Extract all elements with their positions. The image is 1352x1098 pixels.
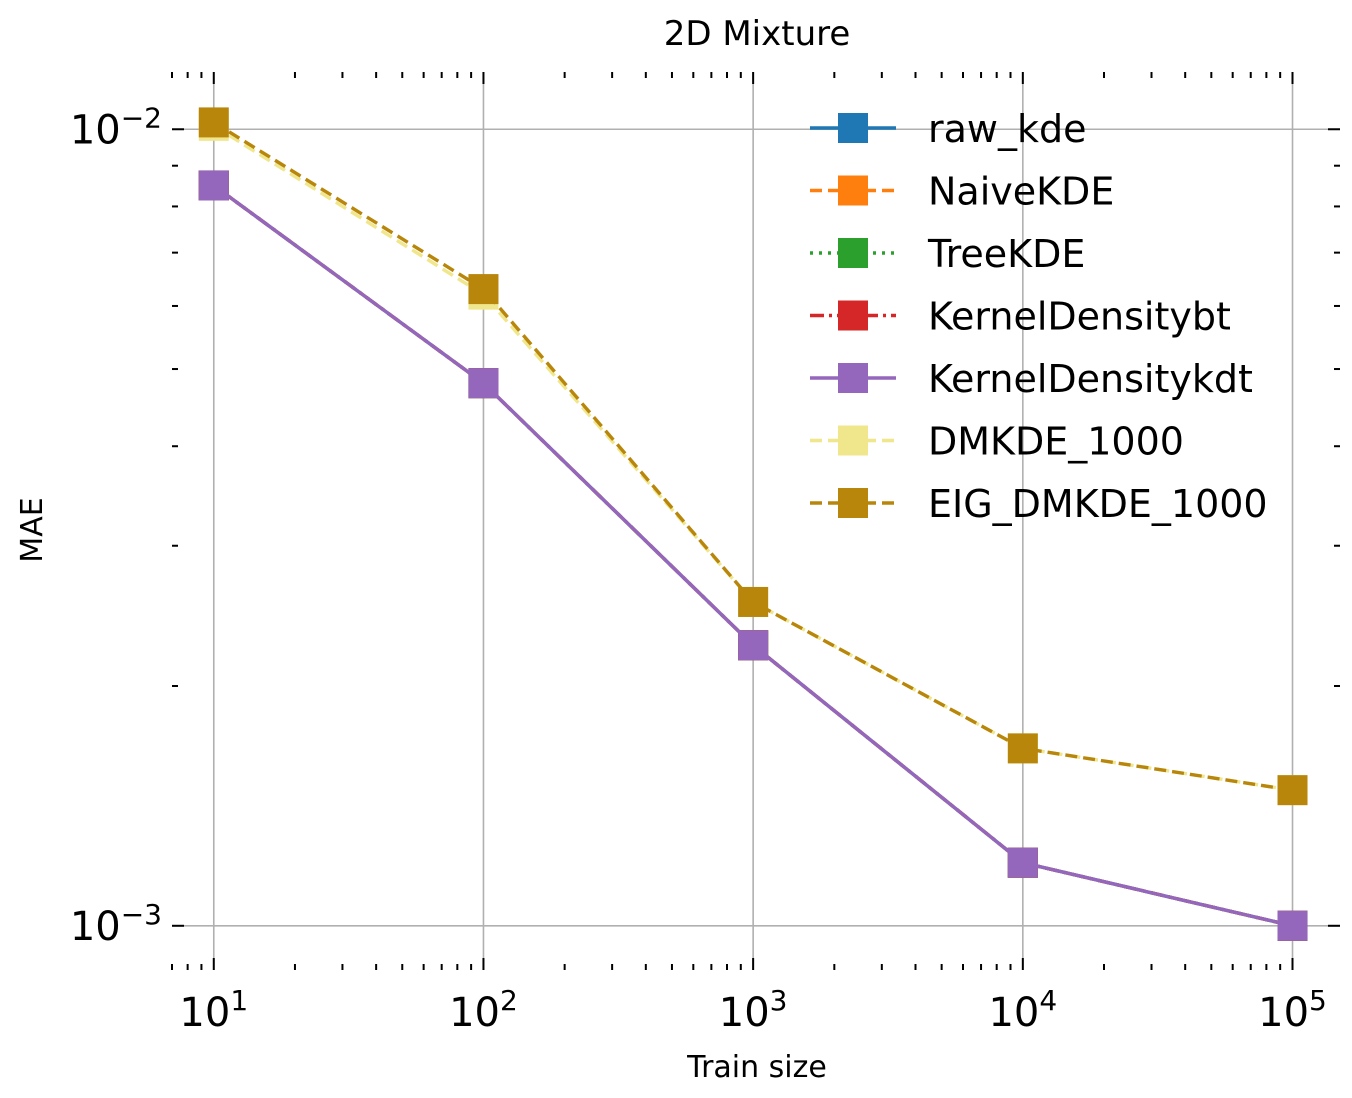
chart-title: 2D Mixture [664, 14, 851, 54]
legend-item: EIG_DMKDE_1000 [810, 482, 1268, 526]
legend-item: DMKDE_1000 [810, 420, 1184, 464]
legend-item: TreeKDE [810, 232, 1085, 276]
series-KernelDensitykdt [198, 170, 1308, 941]
x-tick-label: 104 [988, 984, 1057, 1036]
data-point [1007, 733, 1038, 764]
legend-label: KernelDensitybt [928, 295, 1231, 339]
legend-label: NaiveKDE [928, 170, 1114, 214]
x-tick-label: 101 [179, 984, 248, 1036]
y-tick-label: 10−2 [70, 101, 162, 153]
data-point [738, 586, 769, 617]
legend: raw_kde NaiveKDE TreeKDE KernelDensitybt Ker… [810, 107, 1268, 526]
legend-marker [838, 488, 868, 518]
data-point [1277, 775, 1308, 806]
x-tick-label: 103 [719, 984, 788, 1036]
x-tick-label: 102 [449, 984, 518, 1036]
data-point [738, 630, 769, 661]
data-point [468, 368, 499, 399]
legend-marker [838, 363, 868, 393]
legend-item: NaiveKDE [810, 170, 1114, 214]
legend-label: raw_kde [928, 107, 1087, 151]
axis-ticks: 101 102 103 104 105 10−2 10−3 [70, 72, 1340, 1036]
series-EIG_DMKDE_1000 [198, 107, 1308, 806]
data-point [468, 274, 499, 305]
legend-label: DMKDE_1000 [928, 420, 1184, 464]
legend-item: KernelDensitybt [810, 295, 1231, 339]
legend-marker [838, 113, 868, 143]
x-axis-label: Train size [686, 1050, 827, 1085]
legend-marker [838, 238, 868, 268]
y-axis-label: MAE [15, 497, 50, 562]
data-point [1007, 847, 1038, 878]
grid-lines [172, 72, 1340, 970]
legend-item: raw_kde [810, 107, 1087, 151]
legend-label: KernelDensitykdt [928, 357, 1253, 401]
legend-label: EIG_DMKDE_1000 [928, 482, 1268, 526]
plot-series [198, 107, 1308, 941]
legend-item: KernelDensitykdt [810, 357, 1253, 401]
x-tick-label: 105 [1258, 984, 1327, 1036]
data-point [198, 107, 229, 138]
legend-label: TreeKDE [927, 232, 1085, 276]
y-tick-label: 10−3 [70, 898, 162, 950]
legend-marker [838, 425, 868, 456]
data-point [1277, 910, 1308, 941]
legend-marker [838, 175, 868, 206]
data-point [198, 170, 229, 201]
legend-marker [838, 300, 868, 331]
